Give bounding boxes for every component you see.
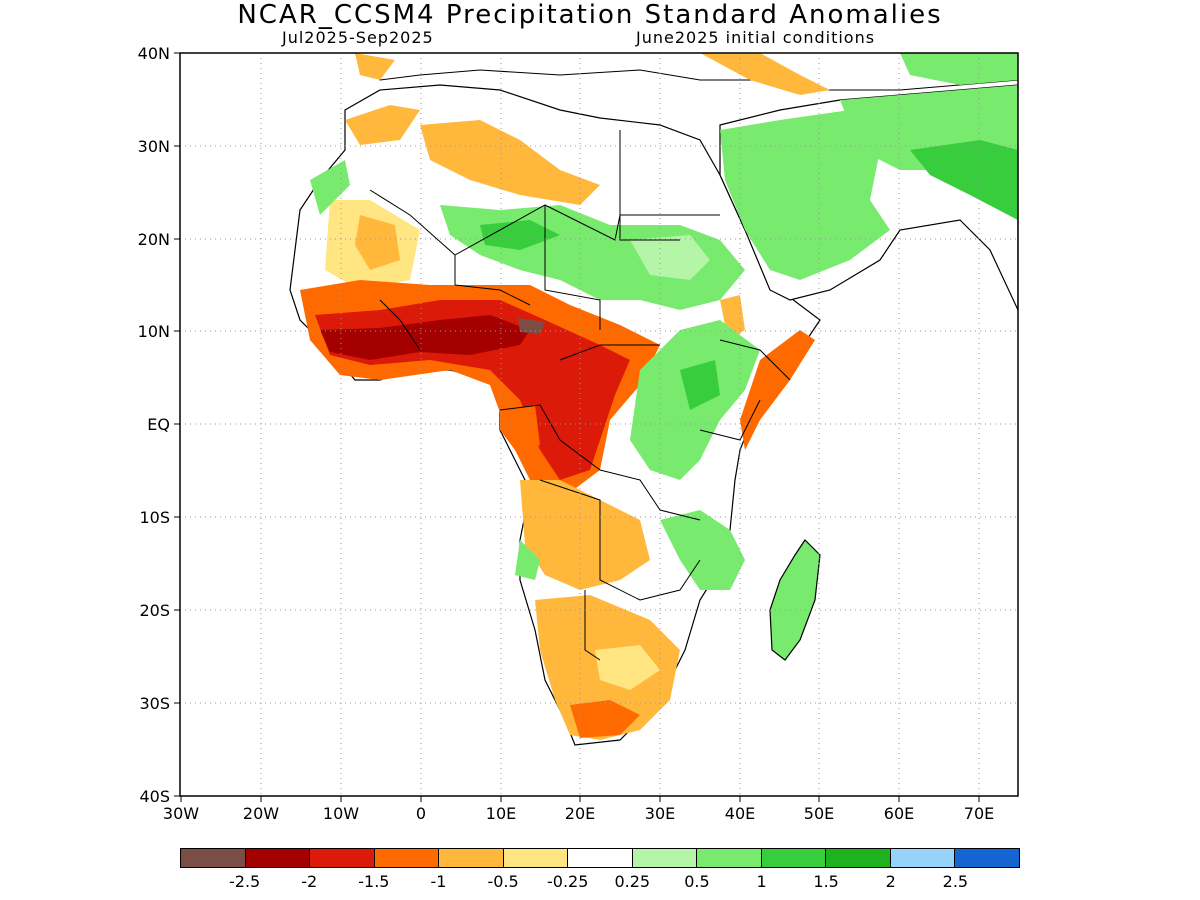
map-title: NCAR_CCSM4 Precipitation Standard Anomal… — [237, 0, 943, 30]
colorbar-swatch — [439, 849, 504, 867]
anomaly-field — [289, 53, 1018, 746]
colorbar-label: 2 — [885, 872, 896, 891]
anom-patch-somalia — [740, 330, 815, 450]
colorbar-label: -1.5 — [358, 872, 390, 891]
colorbar-swatch — [310, 849, 375, 867]
lat-label: 40S — [139, 787, 170, 806]
anom-patch-mali — [355, 215, 400, 270]
colorbar-label: 1 — [756, 872, 767, 891]
colorbar-label: 0.25 — [614, 872, 651, 891]
lat-label: 10N — [137, 322, 170, 341]
colorbar-label: -0.25 — [546, 872, 589, 891]
anom-patch-caucasus-wet — [900, 53, 1018, 85]
colorbar-label: -1 — [430, 872, 447, 891]
colorbar-swatch — [955, 849, 1019, 867]
lon-label: 40E — [724, 804, 756, 823]
lat-label: 20N — [137, 230, 170, 249]
anom-patch-niger-wet — [480, 220, 560, 250]
colorbar — [180, 848, 1020, 868]
anom-patch-cape — [570, 700, 640, 738]
anom-band-arabia-wet — [720, 110, 890, 280]
anom-patch-morocco-wet — [310, 160, 350, 215]
colorbar-swatch — [826, 849, 891, 867]
colorbar-swatch — [761, 849, 827, 867]
colorbar-swatch — [245, 849, 311, 867]
anom-patch-angola — [520, 480, 650, 590]
colorbar-label: -2 — [301, 872, 318, 891]
colorbar-swatch — [503, 849, 569, 867]
colorbar-label: 0.5 — [684, 872, 710, 891]
lat-label: 10S — [139, 508, 170, 527]
colorbar-label: 2.5 — [942, 872, 969, 891]
lon-label: 60E — [883, 804, 915, 823]
madagascar-outline — [769, 539, 821, 661]
initial-conditions-label: June2025 initial conditions — [636, 28, 876, 47]
anom-patch-europe-se — [700, 53, 830, 95]
lon-label: 20E — [564, 804, 596, 823]
colorbar-swatch — [890, 849, 956, 867]
lat-label: EQ — [147, 415, 170, 434]
colorbar-label: 1.5 — [813, 872, 839, 891]
anom-patch-botswana — [595, 645, 660, 690]
colorbar-swatch — [697, 849, 762, 867]
europe-outline — [354, 53, 1018, 91]
lat-label: 20S — [139, 601, 170, 620]
lat-label: 40N — [137, 44, 170, 63]
lon-label: 20W — [242, 804, 280, 823]
anom-patch-uganda-wet — [680, 360, 720, 410]
colorbar-label: -0.5 — [487, 872, 519, 891]
colorbar-swatch — [568, 849, 633, 867]
country-borders — [369, 130, 791, 661]
lon-label: 10W — [322, 804, 360, 823]
lat-label: 30S — [139, 694, 170, 713]
colorbar-swatch — [181, 849, 246, 867]
anom-patch-nw — [345, 105, 420, 145]
colorbar-swatch — [632, 849, 698, 867]
anom-patch-sudan-light — [630, 235, 710, 280]
anom-patch-namibia-coast-wet — [515, 540, 540, 580]
anom-patch-sahara-n — [420, 120, 600, 205]
lon-label: 70E — [963, 804, 995, 823]
anom-patch-pakistan-wet — [910, 140, 1018, 220]
season-label: Jul2025-Sep2025 — [282, 28, 434, 47]
colorbar-label: -2.5 — [229, 872, 261, 891]
anom-peak-chad — [518, 318, 545, 334]
anom-patch-gabon — [500, 405, 540, 450]
lon-label: 50E — [803, 804, 835, 823]
colorbar-swatch — [374, 849, 440, 867]
lat-label: 30N — [137, 137, 170, 156]
lon-label: 10E — [485, 804, 517, 823]
anom-patch-mozambique-wet — [660, 510, 745, 590]
lon-label: 30W — [162, 804, 200, 823]
axis-ticks — [174, 52, 980, 802]
anom-patch-iberia — [355, 53, 395, 80]
lon-label: 0 — [415, 804, 427, 823]
anom-band-sahel-darkred — [320, 315, 530, 360]
lon-label: 30E — [644, 804, 676, 823]
